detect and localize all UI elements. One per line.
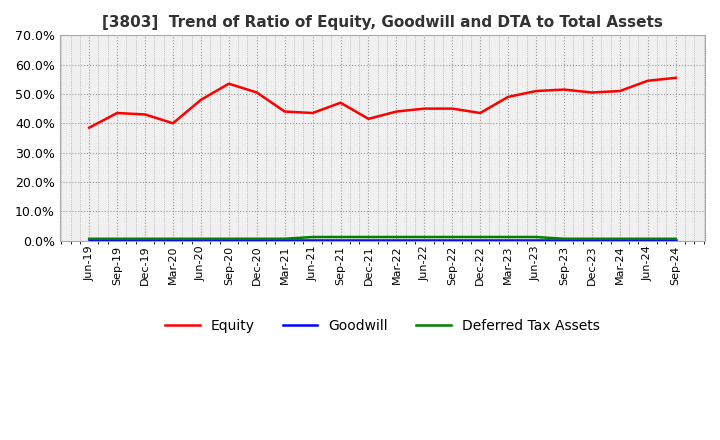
Deferred Tax Assets [140,236,149,242]
Equity [225,81,233,86]
Equity [671,75,680,81]
Equity [476,110,485,116]
Deferred Tax Assets [671,236,680,242]
Goodwill [336,237,345,242]
Deferred Tax Assets [85,236,94,242]
Goodwill [588,237,596,242]
Equity [308,110,317,116]
Equity [531,88,540,94]
Equity [336,100,345,106]
Legend: Equity, Goodwill, Deferred Tax Assets: Equity, Goodwill, Deferred Tax Assets [160,313,606,338]
Equity [113,110,122,116]
Deferred Tax Assets [197,236,205,242]
Deferred Tax Assets [364,235,373,240]
Equity [197,97,205,103]
Equity [253,90,261,95]
Deferred Tax Assets [253,236,261,242]
Equity [364,116,373,121]
Equity [85,125,94,130]
Goodwill [113,237,122,242]
Goodwill [616,237,624,242]
Goodwill [253,237,261,242]
Goodwill [504,237,513,242]
Equity [588,90,596,95]
Goodwill [140,237,149,242]
Deferred Tax Assets [280,236,289,242]
Goodwill [308,237,317,242]
Deferred Tax Assets [616,236,624,242]
Deferred Tax Assets [420,235,428,240]
Goodwill [364,237,373,242]
Goodwill [420,237,428,242]
Title: [3803]  Trend of Ratio of Equity, Goodwill and DTA to Total Assets: [3803] Trend of Ratio of Equity, Goodwil… [102,15,663,30]
Goodwill [671,237,680,242]
Equity [644,78,652,84]
Deferred Tax Assets [336,235,345,240]
Goodwill [644,237,652,242]
Line: Equity: Equity [89,78,675,128]
Goodwill [85,237,94,242]
Deferred Tax Assets [504,235,513,240]
Deferred Tax Assets [113,236,122,242]
Deferred Tax Assets [559,236,568,242]
Deferred Tax Assets [476,235,485,240]
Line: Deferred Tax Assets: Deferred Tax Assets [89,237,675,239]
Equity [168,121,177,126]
Deferred Tax Assets [531,235,540,240]
Goodwill [392,237,401,242]
Goodwill [280,237,289,242]
Goodwill [531,237,540,242]
Equity [420,106,428,111]
Deferred Tax Assets [225,236,233,242]
Equity [559,87,568,92]
Goodwill [448,237,456,242]
Equity [504,94,513,99]
Goodwill [476,237,485,242]
Equity [392,109,401,114]
Equity [140,112,149,117]
Equity [616,88,624,94]
Deferred Tax Assets [168,236,177,242]
Equity [448,106,456,111]
Goodwill [225,237,233,242]
Goodwill [559,237,568,242]
Deferred Tax Assets [308,235,317,240]
Deferred Tax Assets [644,236,652,242]
Deferred Tax Assets [392,235,401,240]
Deferred Tax Assets [588,236,596,242]
Deferred Tax Assets [448,235,456,240]
Goodwill [197,237,205,242]
Goodwill [168,237,177,242]
Equity [280,109,289,114]
